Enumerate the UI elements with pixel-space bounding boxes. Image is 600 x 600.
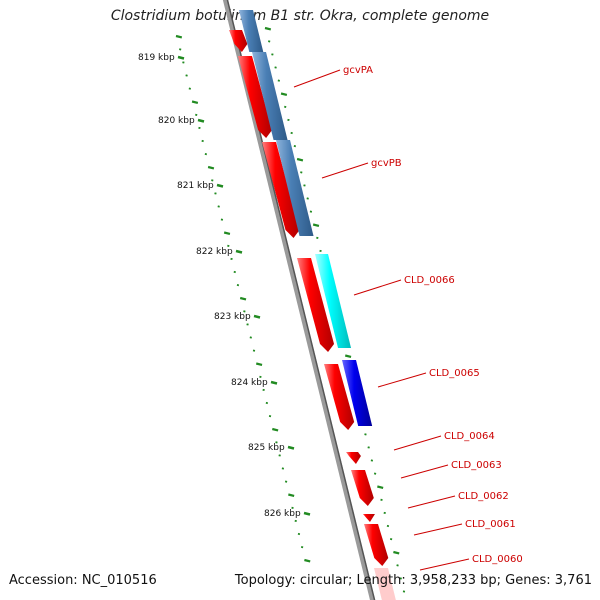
scale-tick-label: 826 kbp — [264, 509, 301, 519]
outer-scale-tick — [304, 558, 311, 563]
map-title: Clostridium botulinum B1 str. Okra, comp… — [110, 8, 490, 24]
gene-label: CLD_0062 — [458, 491, 509, 502]
outer-scale-tick — [272, 427, 279, 432]
leader-layer — [293, 69, 470, 571]
gene-leader-line — [393, 435, 442, 451]
blue-hit-bar — [342, 360, 373, 426]
gene-leader-line — [400, 464, 449, 479]
outer-scale-tick — [207, 165, 215, 170]
tick-label-layer: 819 kbp 820 kbp 821 kbp 822 kbp 823 kbp 824 k… — [138, 53, 311, 519]
gene-leader-line — [353, 279, 402, 296]
cds-arrow — [364, 524, 389, 566]
outer-scale-tick — [223, 231, 231, 236]
tick-layer — [175, 26, 406, 593]
accession-text: Accession: NC_010516 — [9, 573, 157, 588]
blast-hit-bar — [252, 52, 288, 140]
cds-arrow — [262, 142, 300, 238]
scale-tick-label: 822 kbp — [196, 247, 233, 257]
blast-hit-bar — [276, 140, 314, 236]
gene-label: gcvPB — [371, 158, 402, 169]
inner-scale-tick — [296, 157, 304, 162]
gene-label: CLD_0060 — [472, 554, 523, 565]
gene-leader-line — [419, 558, 470, 571]
gene-leader-line — [407, 495, 456, 509]
scale-tick-label: 823 kbp — [214, 312, 251, 322]
inner-scale-tick — [264, 26, 272, 31]
scale-tick-label: 819 kbp — [138, 53, 175, 63]
major-tick-mark — [253, 314, 261, 319]
gene-label: CLD_0063 — [451, 460, 502, 471]
gene-leader-line — [377, 372, 427, 388]
gene-label: CLD_0065 — [429, 368, 480, 379]
topology-text: Topology: circular; Length: 3,958,233 bp… — [234, 573, 592, 588]
cds-arrow — [229, 30, 248, 52]
outer-scale-tick — [239, 296, 247, 301]
cds-arrow — [324, 364, 355, 430]
gene-label-layer: gcvPA gcvPB CLD_0066 CLD_0065 CLD_0064 CLD_00… — [343, 65, 523, 565]
major-tick-mark — [177, 55, 185, 60]
small-cds-arrow — [361, 514, 375, 522]
major-tick-mark — [270, 380, 278, 385]
cds-arrow — [238, 56, 273, 138]
gene-label: gcvPA — [343, 65, 373, 76]
major-tick-mark — [216, 183, 224, 188]
gene-label: CLD_0066 — [404, 275, 455, 286]
gene-label: CLD_0064 — [444, 431, 495, 442]
feature-layer — [229, 10, 396, 600]
gene-leader-line — [321, 162, 369, 179]
outer-scale-tick — [255, 362, 263, 367]
outer-scale-tick — [288, 493, 295, 498]
small-cds-arrow — [346, 452, 361, 464]
inner-scale-tick — [393, 550, 400, 555]
blast-hit-bar — [239, 10, 264, 52]
scale-tick-label: 820 kbp — [158, 116, 195, 126]
major-tick-mark — [235, 249, 243, 254]
scale-tick-label: 825 kbp — [248, 443, 285, 453]
gene-leader-line — [293, 69, 341, 88]
gene-leader-line — [413, 523, 463, 536]
outer-scale-tick — [175, 34, 183, 39]
major-tick-mark — [303, 511, 311, 516]
major-tick-mark — [287, 445, 295, 450]
inner-scale-tick — [377, 485, 384, 490]
cyan-hit-bar — [315, 254, 352, 348]
scale-tick-label: 821 kbp — [177, 181, 214, 191]
faded-cds-arrow — [374, 568, 396, 600]
inner-scale-tick — [280, 92, 288, 97]
inner-scale-tick — [344, 354, 352, 359]
cds-arrow — [297, 258, 335, 352]
outer-scale-tick — [191, 100, 199, 105]
inner-scale-tick — [312, 223, 320, 228]
scale-tick-label: 824 kbp — [231, 378, 268, 388]
cds-arrow — [351, 470, 374, 506]
gene-label: CLD_0061 — [465, 519, 516, 530]
major-tick-mark — [197, 118, 205, 123]
